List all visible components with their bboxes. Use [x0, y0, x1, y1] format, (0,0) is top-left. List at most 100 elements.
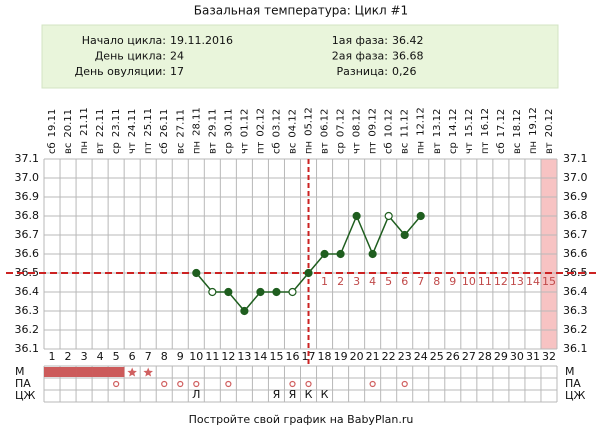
pa-mark: [161, 380, 168, 388]
date-label: сб 19.11: [47, 109, 58, 154]
weekday: вс: [400, 143, 411, 154]
date-label: ср 07.12: [336, 109, 347, 155]
y-tick-label: 36.2: [15, 323, 40, 336]
luteal-day: 10: [462, 275, 476, 288]
luteal-day: 3: [353, 275, 360, 288]
date-label: вс 18.12: [512, 109, 523, 154]
menstruation: [60, 367, 77, 377]
date: 07.12: [336, 109, 347, 138]
luteal-day: 11: [478, 275, 492, 288]
weekday: пн: [304, 141, 315, 154]
summary-label: День овуляции:: [75, 65, 166, 78]
summary-label: День цикла:: [95, 50, 166, 63]
x-tick-label: 13: [237, 350, 251, 363]
weekday: пн: [416, 141, 427, 154]
date: 18.12: [512, 109, 523, 138]
summary-value: 17: [170, 65, 184, 78]
x-tick-label: 16: [285, 350, 299, 363]
row-label: ПА: [15, 377, 31, 390]
x-tick-label: 7: [145, 350, 152, 363]
summary-value: 24: [170, 50, 184, 63]
x-tick-label: 26: [446, 350, 460, 363]
weekday: ср: [336, 142, 347, 154]
y-tick-label: 36.4: [15, 285, 40, 298]
row-label: ПА: [565, 377, 581, 390]
weekday: сб: [271, 142, 282, 154]
date-label: ср 23.11: [111, 109, 122, 155]
pa-mark: [401, 380, 408, 388]
date-label: вт 29.11: [207, 109, 218, 154]
luteal-day: 4: [369, 275, 376, 288]
menstruation: [76, 367, 93, 377]
date-label: сб 03.12: [271, 109, 282, 154]
weekday: вт: [320, 142, 331, 154]
date: 28.11: [191, 107, 202, 136]
y-tick-label: 36.6: [563, 247, 588, 260]
temperature-point: [192, 268, 201, 278]
date-label: вт 22.11: [95, 109, 106, 154]
menstruation: [92, 367, 109, 377]
luteal-day: 8: [433, 275, 440, 288]
y-tick-label: 36.8: [15, 209, 40, 222]
date: 10.12: [384, 109, 395, 138]
y-tick-label: 36.3: [563, 304, 588, 317]
pa-mark: [193, 380, 200, 388]
date: 17.12: [496, 109, 507, 138]
date: 22.11: [95, 109, 106, 138]
row-label: М: [565, 365, 575, 378]
temperature-point: [400, 230, 409, 240]
summary-label: Разница:: [337, 65, 389, 78]
y-tick-label: 36.1: [15, 342, 40, 355]
luteal-day: 9: [449, 275, 456, 288]
pa-mark: [113, 380, 120, 388]
row-label: М: [15, 365, 25, 378]
date: 03.12: [271, 109, 282, 138]
summary-value: 0,26: [392, 65, 417, 78]
date: 20.12: [544, 109, 555, 138]
date: 09.12: [368, 108, 379, 137]
y-tick-label: 36.5: [15, 266, 40, 279]
date: 20.11: [63, 109, 74, 138]
date-label: пн 28.11: [191, 107, 202, 154]
date-label: вт 13.12: [432, 109, 443, 154]
pa-mark: [305, 380, 312, 388]
weekday: пн: [79, 141, 90, 154]
summary-value: 19.11.2016: [170, 34, 233, 47]
x-tick-label: 32: [542, 350, 556, 363]
date: 16.12: [480, 108, 491, 137]
date: 11.12: [400, 109, 411, 138]
date: 08.12: [352, 109, 363, 138]
weekday: чт: [352, 142, 363, 154]
y-tick-label: 37.1: [15, 152, 40, 165]
date-label: пн 12.12: [416, 107, 427, 154]
temperature-point: [352, 211, 361, 221]
temperature-point: [384, 211, 393, 221]
star: [127, 367, 137, 377]
x-tick-label: 5: [113, 350, 120, 363]
summary-label: 1ая фаза:: [332, 34, 388, 47]
date-label: пт 16.12: [480, 108, 491, 154]
x-tick-label: 20: [350, 350, 364, 363]
temperature-point: [304, 268, 313, 278]
x-tick-label: 14: [253, 350, 267, 363]
x-tick-label: 9: [177, 350, 184, 363]
date-label: чт 08.12: [352, 109, 363, 154]
date-label: ср 14.12: [448, 109, 459, 155]
row-label: ЦЖ: [565, 389, 586, 402]
luteal-day: 5: [385, 275, 392, 288]
x-tick-label: 29: [494, 350, 508, 363]
y-tick-label: 36.3: [15, 304, 40, 317]
weekday: чт: [127, 142, 138, 154]
x-tick-label: 25: [430, 350, 444, 363]
luteal-day: 14: [526, 275, 540, 288]
pa-mark: [369, 380, 376, 388]
y-tick-label: 37.0: [15, 171, 40, 184]
date-label: пн 21.11: [79, 107, 90, 154]
x-tick-label: 18: [318, 350, 332, 363]
date: 26.11: [159, 109, 170, 138]
weekday: вт: [207, 142, 218, 154]
date-label: пт 02.12: [255, 108, 266, 154]
x-tick-label: 1: [49, 350, 56, 363]
luteal-day: 12: [494, 275, 508, 288]
